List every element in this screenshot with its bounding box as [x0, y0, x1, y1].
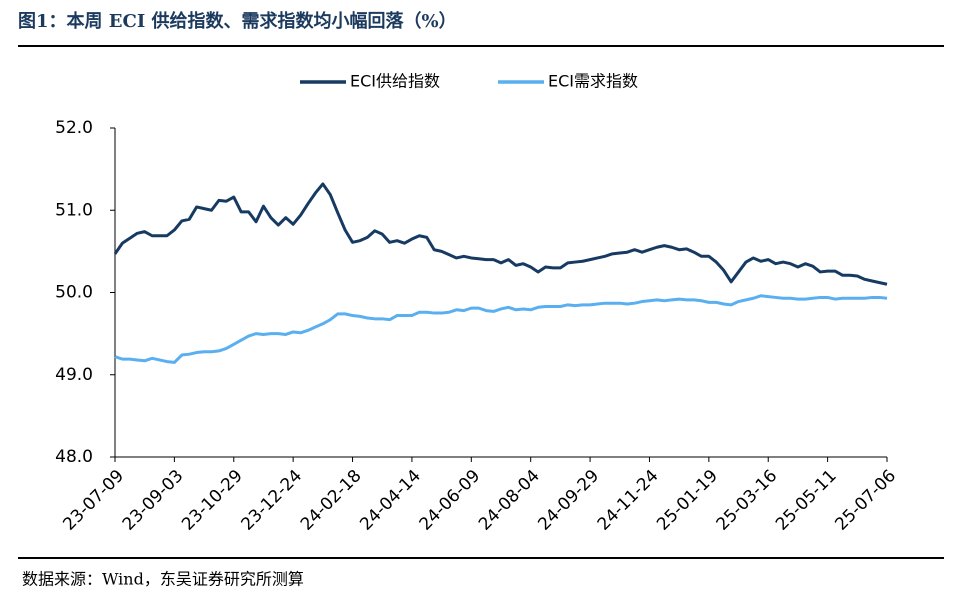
x-tick-label: 23-07-09	[59, 466, 128, 535]
x-tick-label: 25-03-16	[713, 466, 782, 535]
x-tick-label: 24-09-29	[534, 466, 603, 535]
y-tick-label: 52.0	[55, 118, 93, 138]
x-tick-label: 23-09-03	[119, 466, 188, 535]
chart-title: 图1：本周 ECI 供给指数、需求指数均小幅回落（%）	[18, 10, 457, 32]
legend-label: ECI需求指数	[548, 72, 638, 91]
y-tick-label: 48.0	[55, 447, 93, 467]
x-tick-label: 24-04-14	[356, 466, 425, 535]
source-note: 数据来源：Wind，东吴证券研究所测算	[22, 570, 304, 589]
x-tick-label: 25-01-19	[653, 466, 722, 535]
x-tick-label: 23-10-29	[178, 466, 247, 535]
series-line	[113, 182, 888, 286]
y-tick-label: 50.0	[55, 283, 93, 303]
x-tick-label: 25-07-06	[831, 466, 900, 535]
x-tick-label: 24-06-09	[416, 466, 485, 535]
x-tick-label: 23-12-24	[238, 466, 307, 535]
y-tick-label: 49.0	[55, 365, 93, 385]
y-tick-label: 51.0	[55, 200, 93, 220]
x-tick-label: 24-02-18	[297, 466, 366, 535]
legend-label: ECI供给指数	[350, 72, 440, 91]
x-tick-label: 24-08-04	[475, 466, 544, 535]
x-tick-label: 25-05-11	[772, 466, 841, 535]
x-tick-label: 24-11-24	[594, 466, 663, 535]
series-line	[114, 294, 888, 364]
